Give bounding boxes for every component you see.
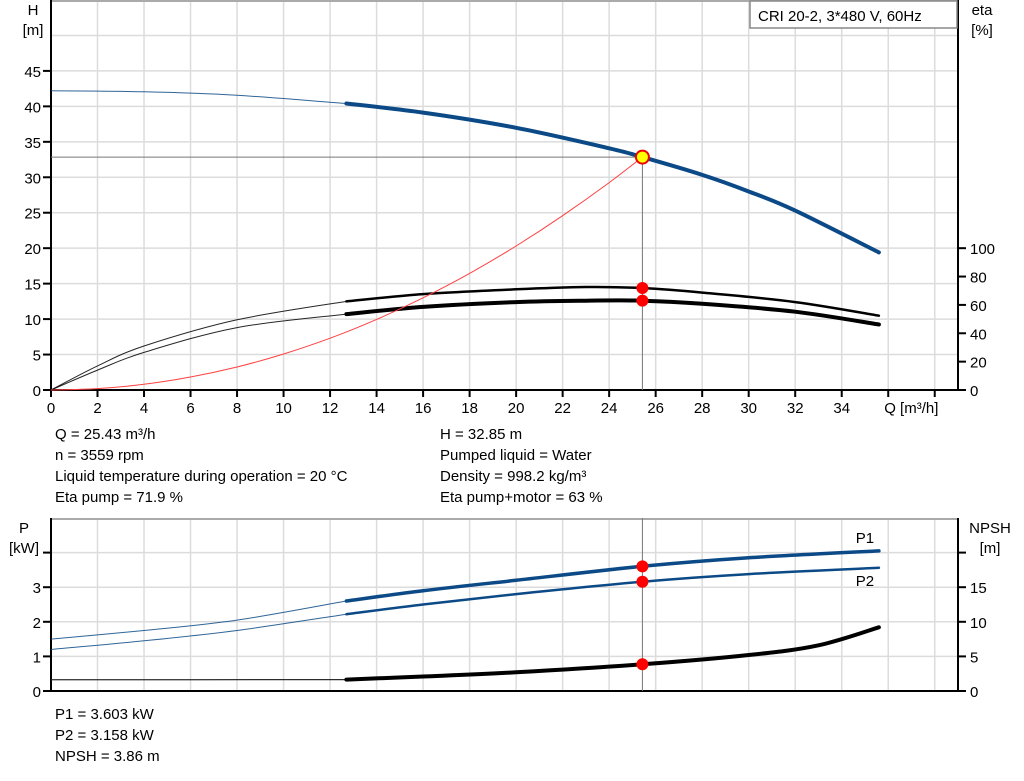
series-p2-extrapolated (50, 613, 347, 650)
readout-h: H = 32.85 m (440, 426, 523, 443)
y2-tick-label: 0 (970, 383, 978, 400)
y-axis-unit: [kW] (9, 540, 39, 557)
x-tick-label: 20 (508, 400, 525, 417)
readout-npsh: NPSH = 3.86 m (55, 748, 160, 765)
x-tick-label: 4 (140, 400, 148, 417)
series-label-p2: P2 (856, 573, 874, 590)
y2-tick-label: 40 (970, 326, 987, 343)
y2-axis-unit: [%] (971, 22, 993, 39)
series-p2-line (345, 566, 881, 616)
y2-tick-label: 60 (970, 298, 987, 315)
chart-2 (43, 518, 966, 692)
y-tick-label: 30 (24, 170, 41, 187)
readouts-right: H = 32.85 m Pumped liquid = Water Densit… (440, 424, 603, 508)
readout-q: Q = 25.43 m³/h (55, 426, 156, 443)
readout-density: Density = 998.2 kg/m³ (440, 468, 587, 485)
y-tick-label: 10 (24, 312, 41, 329)
operating-point-marker (634, 149, 650, 165)
y-tick-label: 15 (24, 277, 41, 294)
y-axis-title: P (19, 520, 29, 537)
x-tick-label: 10 (275, 400, 292, 417)
y2-axis-title: NPSH (969, 520, 1011, 537)
x-tick-label: 12 (322, 400, 339, 417)
y2-tick-label: 20 (970, 355, 987, 372)
y-tick-label: 20 (24, 241, 41, 258)
y-tick-label: 3 (33, 580, 41, 597)
series-1-1-extrapolated (50, 90, 347, 104)
readout-speed: n = 3559 rpm (55, 447, 144, 464)
y2-tick-label: 5 (970, 649, 978, 666)
series-1-2-extrapolated (50, 300, 347, 391)
y-tick-label: 0 (33, 383, 41, 400)
y2-axis-unit: [m] (980, 540, 1001, 557)
x-tick-label: 22 (554, 400, 571, 417)
duty-point-marker (636, 560, 649, 573)
y2-tick-label: 0 (970, 684, 978, 701)
series-1-3-extrapolated (50, 313, 347, 391)
x-tick-label: 28 (694, 400, 711, 417)
series-2-3-line (344, 625, 881, 682)
readout-liquid: Pumped liquid = Water (440, 447, 592, 464)
chart-1 (43, 0, 966, 397)
x-tick-label: 8 (233, 400, 241, 417)
series-label-p1: P1 (856, 530, 874, 547)
y-axis-title: H (28, 2, 39, 19)
y-axis-unit: [m] (23, 22, 44, 39)
duty-point-marker (636, 575, 649, 588)
y-tick-label: 45 (24, 64, 41, 81)
y2-axis-title: eta (972, 2, 994, 19)
x-tick-label: 16 (415, 400, 432, 417)
x-tick-label: 2 (93, 400, 101, 417)
y-tick-label: 5 (33, 348, 41, 365)
series-1-4-line (50, 156, 643, 391)
readout-p2: P2 = 3.158 kW (55, 727, 154, 744)
y-tick-label: 1 (33, 649, 41, 666)
y2-tick-label: 100 (970, 241, 995, 258)
readout-eta-total: Eta pump+motor = 63 % (440, 489, 603, 506)
x-tick-label: 30 (740, 400, 757, 417)
x-tick-label: 6 (186, 400, 194, 417)
series-p1-line (344, 549, 881, 603)
x-tick-label: 0 (47, 400, 55, 417)
x-tick-label: 34 (833, 400, 850, 417)
duty-point-marker (636, 658, 649, 671)
readout-eta-pump: Eta pump = 71.9 % (55, 489, 183, 506)
y-tick-label: 35 (24, 135, 41, 152)
duty-point-marker (636, 294, 649, 307)
chart-title: CRI 20-2, 3*480 V, 60Hz (758, 8, 922, 25)
series-p1-extrapolated (50, 600, 347, 640)
y-tick-label: 40 (24, 99, 41, 116)
y2-tick-label: 10 (970, 615, 987, 632)
readout-temperature: Liquid temperature during operation = 20… (55, 468, 348, 485)
duty-point-marker (636, 282, 649, 295)
y2-tick-label: 15 (970, 580, 987, 597)
x-tick-label: 26 (647, 400, 664, 417)
readouts-left: Q = 25.43 m³/h n = 3559 rpm Liquid tempe… (55, 424, 347, 508)
x-tick-label: 18 (461, 400, 478, 417)
y2-tick-label: 80 (970, 270, 987, 287)
x-tick-label: 14 (368, 400, 385, 417)
series-1-3-line (344, 298, 881, 327)
x-tick-label: 32 (787, 400, 804, 417)
title-box (749, 0, 958, 29)
readouts-bottom: P1 = 3.603 kW P2 = 3.158 kW NPSH = 3.86 … (55, 704, 160, 767)
y-tick-label: 0 (33, 684, 41, 701)
readout-p1: P1 = 3.603 kW (55, 706, 154, 723)
x-tick-label: 24 (601, 400, 618, 417)
y-tick-label: 25 (24, 206, 41, 223)
x-axis-title: Q [m³/h] (884, 400, 938, 417)
y-tick-label: 2 (33, 615, 41, 632)
